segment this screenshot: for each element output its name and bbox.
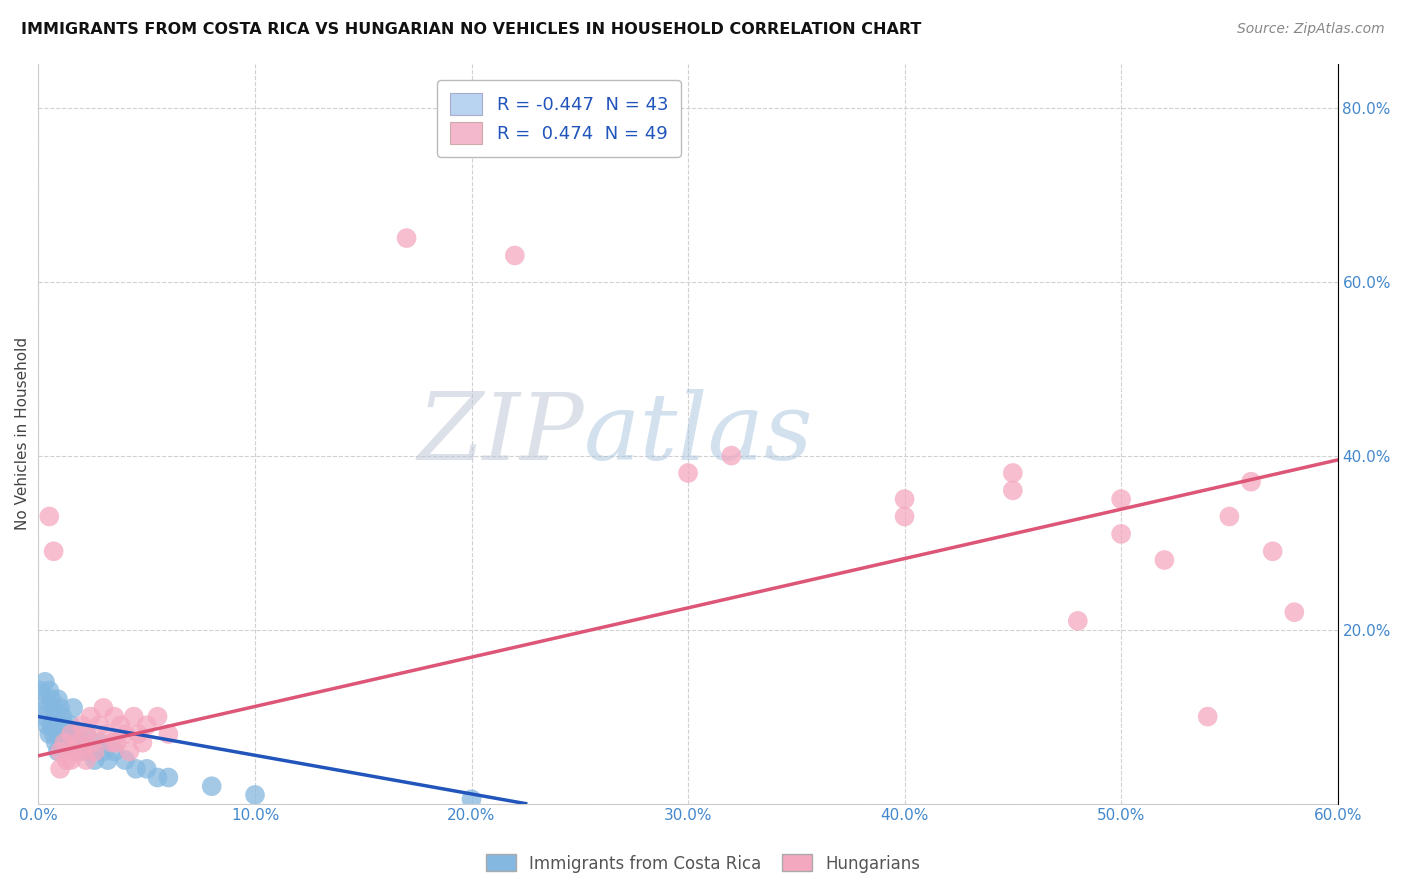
Point bbox=[135, 718, 157, 732]
Point bbox=[79, 709, 101, 723]
Point bbox=[395, 231, 418, 245]
Point bbox=[38, 727, 60, 741]
Point bbox=[59, 727, 82, 741]
Point bbox=[676, 466, 699, 480]
Point bbox=[75, 727, 97, 741]
Point bbox=[41, 718, 63, 732]
Point bbox=[70, 718, 93, 732]
Legend: R = -0.447  N = 43, R =  0.474  N = 49: R = -0.447 N = 43, R = 0.474 N = 49 bbox=[437, 80, 681, 157]
Point bbox=[45, 709, 67, 723]
Point bbox=[87, 736, 110, 750]
Point bbox=[243, 788, 266, 802]
Point bbox=[93, 744, 115, 758]
Point bbox=[1067, 614, 1090, 628]
Point bbox=[135, 762, 157, 776]
Point bbox=[55, 727, 77, 741]
Point bbox=[31, 692, 53, 706]
Point bbox=[41, 692, 63, 706]
Point bbox=[83, 753, 105, 767]
Point bbox=[42, 727, 65, 741]
Point bbox=[201, 779, 224, 793]
Point bbox=[103, 744, 125, 758]
Point bbox=[75, 753, 97, 767]
Point bbox=[49, 762, 72, 776]
Point bbox=[105, 736, 128, 750]
Point bbox=[83, 744, 105, 758]
Point bbox=[59, 718, 82, 732]
Text: ZIP: ZIP bbox=[418, 389, 583, 479]
Point bbox=[127, 727, 149, 741]
Point bbox=[65, 736, 87, 750]
Point bbox=[55, 753, 77, 767]
Text: Source: ZipAtlas.com: Source: ZipAtlas.com bbox=[1237, 22, 1385, 37]
Point bbox=[62, 744, 84, 758]
Point bbox=[70, 736, 93, 750]
Point bbox=[37, 701, 59, 715]
Point bbox=[1261, 544, 1284, 558]
Point bbox=[46, 692, 69, 706]
Point bbox=[53, 718, 76, 732]
Point bbox=[893, 492, 915, 507]
Point bbox=[42, 701, 65, 715]
Point bbox=[157, 771, 180, 785]
Point bbox=[103, 709, 125, 723]
Point bbox=[45, 736, 67, 750]
Point bbox=[38, 683, 60, 698]
Point bbox=[1001, 466, 1024, 480]
Point bbox=[51, 709, 73, 723]
Point bbox=[75, 727, 97, 741]
Point bbox=[1218, 509, 1240, 524]
Point bbox=[70, 744, 93, 758]
Point bbox=[49, 744, 72, 758]
Point bbox=[114, 727, 136, 741]
Point bbox=[49, 701, 72, 715]
Point bbox=[79, 744, 101, 758]
Point bbox=[38, 509, 60, 524]
Point bbox=[893, 509, 915, 524]
Point bbox=[114, 753, 136, 767]
Point bbox=[1284, 605, 1306, 619]
Point bbox=[101, 736, 124, 750]
Point bbox=[1001, 483, 1024, 498]
Point bbox=[49, 727, 72, 741]
Point bbox=[146, 709, 169, 723]
Point bbox=[118, 744, 141, 758]
Point bbox=[122, 709, 145, 723]
Point bbox=[503, 248, 526, 262]
Point bbox=[157, 727, 180, 741]
Point bbox=[69, 744, 91, 758]
Point bbox=[125, 762, 148, 776]
Y-axis label: No Vehicles in Household: No Vehicles in Household bbox=[15, 337, 30, 531]
Point bbox=[97, 727, 120, 741]
Point bbox=[66, 736, 89, 750]
Point bbox=[720, 449, 742, 463]
Point bbox=[34, 709, 56, 723]
Point bbox=[42, 544, 65, 558]
Point bbox=[93, 701, 115, 715]
Point bbox=[146, 771, 169, 785]
Text: IMMIGRANTS FROM COSTA RICA VS HUNGARIAN NO VEHICLES IN HOUSEHOLD CORRELATION CHA: IMMIGRANTS FROM COSTA RICA VS HUNGARIAN … bbox=[21, 22, 921, 37]
Point bbox=[59, 753, 82, 767]
Point bbox=[53, 736, 76, 750]
Point bbox=[66, 727, 89, 741]
Point bbox=[460, 792, 482, 806]
Point bbox=[30, 683, 52, 698]
Point bbox=[58, 736, 80, 750]
Point bbox=[131, 736, 153, 750]
Point bbox=[34, 674, 56, 689]
Point bbox=[1240, 475, 1263, 489]
Text: atlas: atlas bbox=[583, 389, 814, 479]
Point bbox=[1109, 492, 1132, 507]
Point bbox=[110, 718, 132, 732]
Point bbox=[1153, 553, 1175, 567]
Point bbox=[62, 701, 84, 715]
Point bbox=[97, 753, 120, 767]
Point bbox=[1109, 527, 1132, 541]
Point bbox=[82, 736, 104, 750]
Point bbox=[87, 718, 110, 732]
Point bbox=[46, 744, 69, 758]
Legend: Immigrants from Costa Rica, Hungarians: Immigrants from Costa Rica, Hungarians bbox=[479, 847, 927, 880]
Point bbox=[37, 718, 59, 732]
Point bbox=[1197, 709, 1219, 723]
